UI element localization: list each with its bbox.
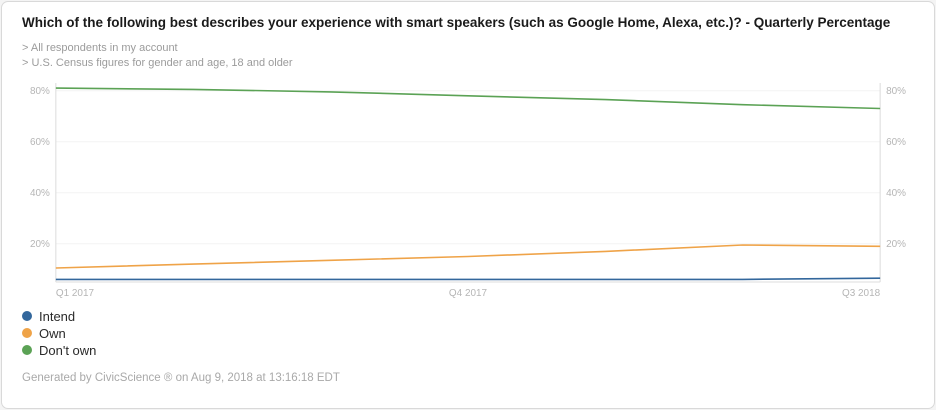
svg-text:Q4 2017: Q4 2017 <box>449 288 488 299</box>
legend-item-dont-own[interactable]: Don't own <box>22 342 914 359</box>
legend-label-own: Own <box>39 325 66 341</box>
legend-dot-dont-own <box>22 345 32 356</box>
legend-dot-intend <box>22 311 32 322</box>
svg-text:40%: 40% <box>886 188 906 199</box>
svg-text:20%: 20% <box>30 239 50 250</box>
svg-text:60%: 60% <box>886 137 906 148</box>
legend-item-intend[interactable]: Intend <box>22 308 914 325</box>
legend-item-own[interactable]: Own <box>22 325 914 342</box>
svg-text:80%: 80% <box>30 86 50 97</box>
line-chart: 20% 20% 40% 40% 60% 60% 80% 80% Q1 2017 Q4 2017 Q3… <box>30 82 906 299</box>
svg-text:40%: 40% <box>30 188 50 199</box>
svg-text:80%: 80% <box>886 86 906 97</box>
legend-dot-own <box>22 328 32 339</box>
svg-text:20%: 20% <box>886 239 906 250</box>
chart-area: 20% 20% 40% 40% 60% 60% 80% 80% Q1 2017 Q4 2017 Q3… <box>22 80 914 304</box>
chart-subtitle-respondents: > All respondents in my account <box>22 41 178 54</box>
svg-text:Q1 2017: Q1 2017 <box>56 288 95 299</box>
svg-text:Q3 2018: Q3 2018 <box>842 288 881 299</box>
legend-label-intend: Intend <box>39 308 76 324</box>
legend: Intend Own Don't own <box>22 308 914 359</box>
attribution-text: Generated by CivicScience ® on Aug 9, 20… <box>22 371 340 384</box>
svg-text:60%: 60% <box>30 137 50 148</box>
page-title: Which of the following best describes yo… <box>22 15 891 30</box>
legend-label-dont-own: Don't own <box>39 342 97 358</box>
chart-subtitle-weighting: > U.S. Census figures for gender and age… <box>22 56 293 69</box>
